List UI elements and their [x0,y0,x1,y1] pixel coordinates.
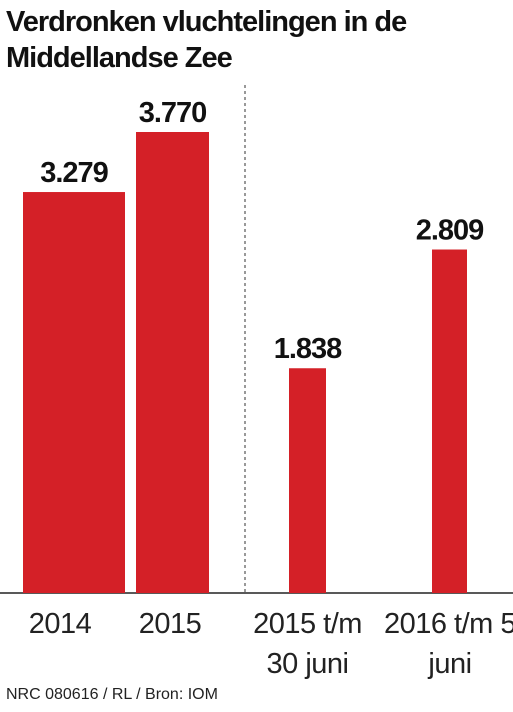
x-tick-label: 2016 t/m 5 juni [383,608,513,680]
source: NRC 080616 / RL / Bron: IOM [6,686,218,703]
bar [136,132,209,593]
x-tick-label: 2015 t/m 30 juni [253,608,362,680]
x-tick-label: 2015 [138,608,202,640]
bar [432,249,467,593]
value-label: 1.838 [274,333,342,365]
value-label: 3.279 [40,157,108,189]
value-label: 3.770 [139,97,207,129]
x-tick-label: 2014 [28,608,92,640]
bar [23,192,125,594]
bar [289,368,326,593]
value-label: 2.809 [416,215,484,247]
chart-title: Verdronken vluchtelingen in de Middellan… [6,6,407,74]
